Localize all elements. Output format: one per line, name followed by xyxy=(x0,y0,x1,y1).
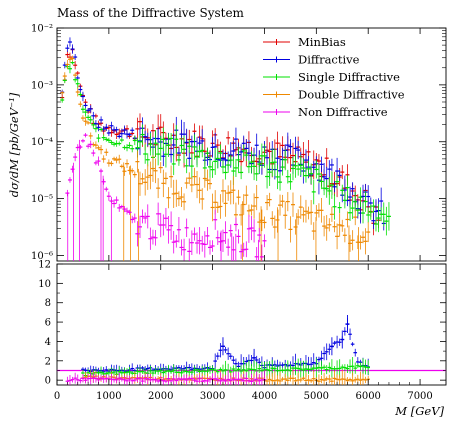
legend-label: Double Diffractive xyxy=(298,88,405,102)
ratio-y-tick-label: 12 xyxy=(38,260,51,271)
chart-title: Mass of the Diffractive System xyxy=(57,6,245,20)
legend-item: Non Diffractive xyxy=(263,105,388,119)
legend: MinBias Diffractive Single Diffractive Doub… xyxy=(263,35,405,119)
x-tick-label: 5000 xyxy=(304,391,329,402)
y-tick-label: 10⁻⁵ xyxy=(31,194,53,205)
x-tick-label: 2000 xyxy=(148,391,173,402)
ratio-y-tick-label: 8 xyxy=(45,298,51,309)
series-double-diffractive xyxy=(60,55,371,261)
y-tick-label: 10⁻² xyxy=(31,24,53,35)
ratio-series xyxy=(65,369,267,385)
series-non-diffractive xyxy=(65,132,267,261)
ratio-plot-data xyxy=(57,315,446,385)
legend-item: Single Diffractive xyxy=(263,70,400,84)
ratio-y-tick-label: 6 xyxy=(45,318,51,329)
x-tick-label: 1000 xyxy=(96,391,121,402)
top-plot-data xyxy=(60,37,391,261)
ratio-y-axis: 0 2 4 6 8 10 12 xyxy=(38,260,446,387)
x-tick-label: 3000 xyxy=(200,391,225,402)
x-tick-label: 0 xyxy=(54,391,60,402)
top-y-axis: 10⁻⁶ 10⁻⁵ 10⁻⁴ 10⁻³ 10⁻² xyxy=(31,24,446,262)
x-tick-label: 4000 xyxy=(252,391,277,402)
ratio-y-tick-label: 4 xyxy=(45,337,51,348)
y-tick-label: 10⁻⁴ xyxy=(31,137,53,148)
ratio-y-tick-label: 0 xyxy=(45,376,51,387)
legend-label: Non Diffractive xyxy=(298,105,388,119)
y-tick-label: 10⁻⁶ xyxy=(31,251,53,262)
legend-label: Single Diffractive xyxy=(298,70,400,84)
x-axis: 0 1000 2000 3000 4000 5000 6000 7000 xyxy=(54,264,433,402)
legend-label: MinBias xyxy=(298,35,346,49)
ratio-y-tick-label: 10 xyxy=(38,279,51,290)
legend-item: Diffractive xyxy=(263,53,360,67)
y-axis-label: dσ/dM [pb/GeV⁻¹] xyxy=(7,92,21,197)
x-tick-label: 7000 xyxy=(407,391,432,402)
x-tick-label: 6000 xyxy=(355,391,380,402)
legend-item: MinBias xyxy=(263,35,346,49)
legend-label: Diffractive xyxy=(298,53,360,67)
series-single-diffractive xyxy=(60,60,391,236)
ratio-y-tick-label: 2 xyxy=(45,356,51,367)
y-tick-label: 10⁻³ xyxy=(31,80,53,91)
legend-item: Double Diffractive xyxy=(263,88,405,102)
x-axis-label: M [GeV] xyxy=(394,404,444,418)
